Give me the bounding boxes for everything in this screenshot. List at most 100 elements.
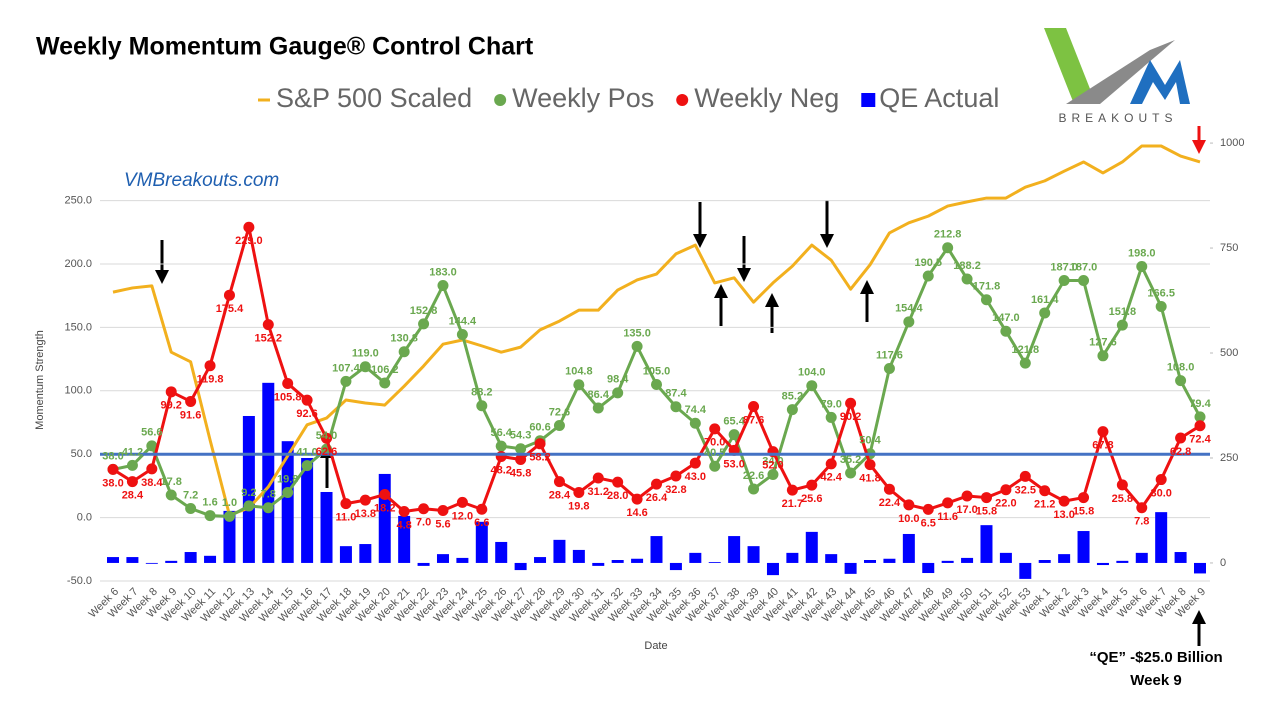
data-label: 41.8 — [859, 473, 880, 485]
point — [204, 510, 216, 522]
point — [651, 478, 662, 490]
point — [1039, 307, 1051, 319]
point — [1194, 411, 1206, 423]
point — [709, 423, 721, 435]
bar — [805, 531, 818, 563]
bar — [514, 562, 527, 571]
point — [1136, 502, 1148, 514]
point — [553, 476, 565, 488]
data-label: 1.6 — [202, 496, 217, 508]
bar — [961, 557, 974, 563]
logo-shape — [1130, 60, 1190, 104]
data-label: 190.5 — [914, 257, 942, 269]
line — [112, 144, 1201, 517]
point — [495, 450, 507, 462]
bar — [301, 457, 314, 563]
bar — [980, 525, 993, 563]
point — [437, 504, 449, 516]
point — [321, 432, 333, 444]
point — [418, 503, 430, 515]
point — [903, 316, 915, 328]
bar — [107, 557, 119, 563]
y2-tick-label: 250 — [1220, 452, 1238, 464]
data-label: 25.8 — [1112, 493, 1133, 505]
point — [515, 443, 527, 455]
bar — [1038, 560, 1051, 563]
data-label: 98.4 — [607, 374, 629, 386]
point — [185, 502, 197, 514]
point — [1019, 470, 1031, 482]
data-label: 38.0 — [102, 477, 123, 489]
data-label: 9.2 — [241, 487, 256, 499]
point — [631, 493, 643, 505]
point — [1058, 274, 1070, 286]
data-label: 79.0 — [820, 398, 841, 410]
bar — [611, 560, 624, 563]
data-label: 56.6 — [141, 427, 162, 439]
bar — [204, 555, 217, 563]
data-label: 31.2 — [588, 486, 609, 498]
point — [126, 476, 138, 488]
data-label: 106.2 — [371, 364, 399, 376]
point — [282, 377, 294, 389]
data-label: 56.4 — [491, 427, 513, 439]
point — [806, 380, 818, 392]
data-label: 175.4 — [216, 303, 244, 315]
point — [126, 459, 138, 471]
data-label: 67.8 — [1092, 440, 1113, 452]
data-label: 72.4 — [1189, 434, 1211, 446]
point — [185, 395, 197, 407]
point — [359, 361, 371, 373]
bar — [398, 515, 411, 563]
data-label: 65.4 — [723, 416, 745, 428]
point — [1078, 274, 1090, 286]
point — [1000, 325, 1012, 337]
point — [573, 486, 585, 498]
data-label: 14.6 — [626, 507, 647, 519]
point — [301, 460, 313, 472]
data-label: 43.0 — [685, 471, 706, 483]
bar — [475, 521, 488, 563]
data-label: 21.7 — [782, 498, 803, 510]
point — [961, 490, 973, 502]
arrow-head — [693, 234, 707, 248]
y-tick-label: -50.0 — [67, 575, 92, 587]
site-label: VMBreakouts.com — [124, 170, 279, 191]
data-label: 7.8 — [1134, 516, 1149, 528]
y-tick-label: 200.0 — [64, 258, 92, 270]
point — [1116, 479, 1128, 491]
arrow-head — [1192, 610, 1206, 624]
data-label: 18.2 — [374, 502, 395, 514]
point — [670, 401, 682, 413]
y-tick-label: 250.0 — [64, 195, 92, 207]
data-label: 117.6 — [876, 349, 903, 361]
data-label: 13.0 — [1053, 509, 1074, 521]
bar — [456, 557, 469, 563]
data-label: 41.0 — [296, 447, 317, 459]
data-label: 15.8 — [976, 505, 997, 517]
legend-label: Weekly Pos — [512, 83, 654, 113]
point — [728, 429, 740, 441]
data-label: 212.8 — [934, 229, 962, 241]
point — [456, 329, 468, 341]
data-label: 154.4 — [895, 303, 923, 315]
data-label: 183.0 — [429, 266, 457, 278]
bar — [825, 554, 838, 563]
bar — [766, 562, 779, 576]
point — [1078, 492, 1090, 504]
point — [107, 463, 119, 475]
point — [592, 402, 604, 414]
point — [1175, 432, 1187, 444]
data-label: 28.4 — [549, 489, 571, 501]
point — [845, 397, 857, 409]
arrow-head — [737, 268, 751, 282]
bar — [1019, 562, 1032, 579]
point — [1058, 495, 1070, 507]
point — [806, 479, 818, 491]
point — [961, 273, 973, 285]
point — [786, 484, 798, 496]
data-label: 104.0 — [798, 367, 826, 379]
bar — [417, 562, 430, 566]
bar — [572, 549, 585, 563]
